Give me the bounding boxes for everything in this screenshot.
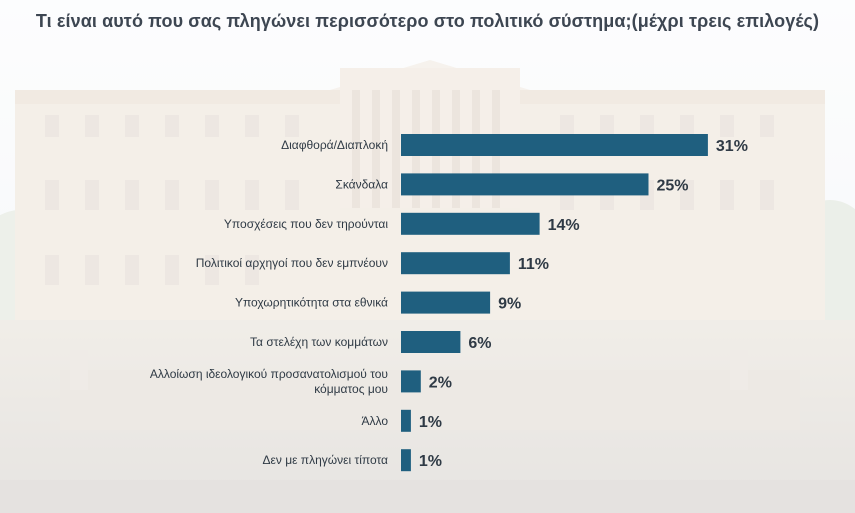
category-label: Διαφθορά/Διαπλοκή [281,138,388,152]
category-label: Τα στελέχη των κομμάτων [250,335,388,349]
bar [401,173,649,196]
data-label: 1% [419,414,442,431]
data-label: 31% [716,138,748,155]
bar [401,291,491,314]
bar [401,252,510,275]
bar [401,370,421,393]
bar [401,212,540,235]
bar [401,409,411,432]
bar [401,134,708,156]
data-label: 2% [429,374,452,391]
category-label: Άλλο [361,414,388,428]
data-label: 6% [468,335,491,352]
category-label: Αλλοίωση ιδεολογικού προσανατολισμού του… [150,367,388,396]
data-label: 14% [548,217,580,234]
data-label: 25% [657,177,689,194]
chart-title: Τι είναι αυτό που σας πληγώνει περισσότε… [35,11,820,31]
category-label: Σκάνδαλα [335,177,388,191]
data-label: 11% [518,256,549,273]
data-label: 1% [419,453,442,470]
category-label: Πολιτικοί αρχηγοί που δεν εμπνέουν [196,256,388,270]
data-label: 9% [498,296,521,313]
bar [401,449,411,472]
category-label: Δεν με πληγώνει τίποτα [263,453,389,467]
category-label: Υποχωρητικότητα στα εθνικά [235,296,388,310]
bar [401,331,461,353]
category-label: Υποσχέσεις που δεν τηρούνται [224,217,388,231]
